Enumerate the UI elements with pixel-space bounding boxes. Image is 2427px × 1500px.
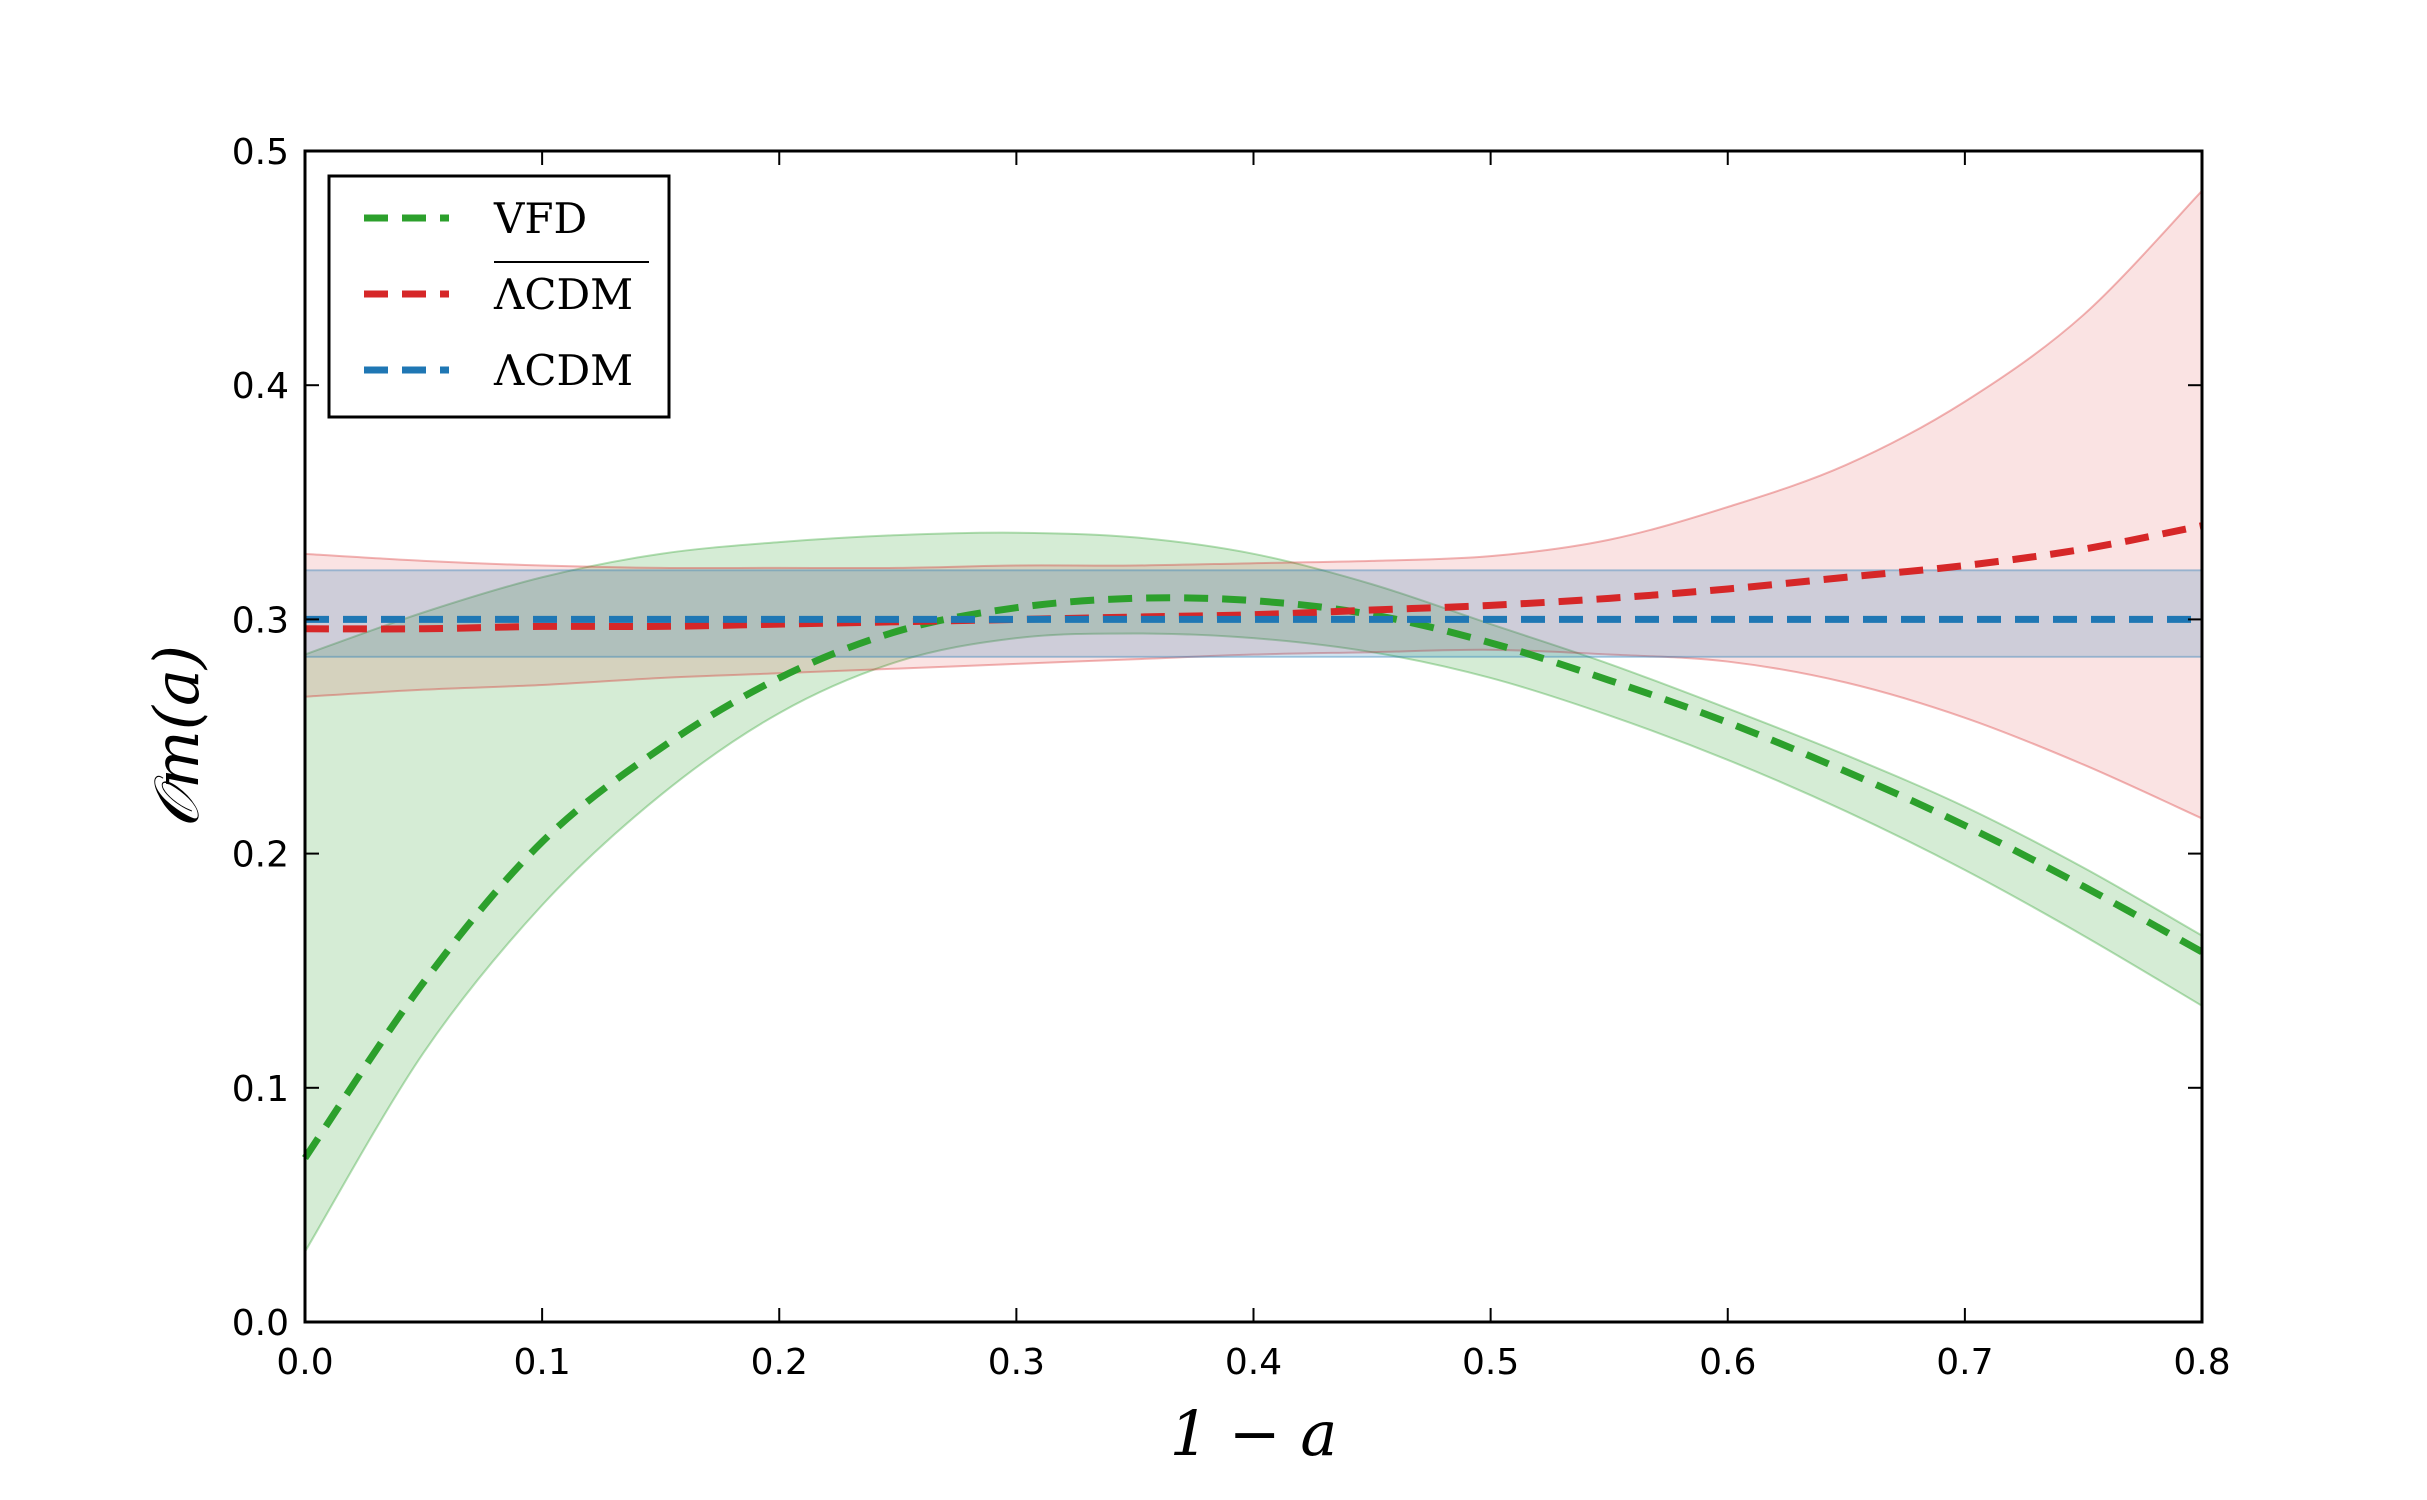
y-tick-label: 0.1 [232, 1069, 289, 1110]
x-tick-label: 0.8 [2173, 1342, 2230, 1383]
x-tick-label: 0.5 [1462, 1342, 1519, 1383]
band-lcdm-bar [304, 188, 2203, 821]
x-tick-label: 0.3 [988, 1342, 1045, 1383]
series-lines [302, 522, 2204, 1161]
band-lcdm [304, 569, 2203, 658]
plot-frame [303, 149, 2204, 1324]
x-tick-label: 0.1 [513, 1342, 570, 1383]
y-tick-label: 0.3 [232, 600, 289, 641]
y-tick-label: 0.5 [232, 132, 289, 173]
x-tick-label: 0.6 [1699, 1342, 1756, 1383]
y-axis-label: 𝒪m(a) [140, 645, 213, 828]
legend-label: ΛCDM [493, 346, 633, 395]
y-tick-labels: 0.0 0.1 0.2 0.3 0.4 0.5 [232, 132, 289, 1344]
x-tick-label: 0.4 [1225, 1342, 1282, 1383]
x-tick-labels: 0.0 0.1 0.2 0.3 0.4 0.5 0.6 0.7 0.8 [276, 1342, 2230, 1383]
x-tick-label: 0.2 [751, 1342, 808, 1383]
legend: VFD ΛCDM ΛCDM [327, 174, 671, 419]
x-tick-label: 0.7 [1936, 1342, 1993, 1383]
series-line-vfd [302, 594, 2204, 1161]
legend-label: VFD [493, 194, 587, 243]
y-tick-label: 0.2 [232, 835, 289, 876]
series-line-lcdm-bar [304, 522, 2203, 633]
y-tick-label: 0.0 [232, 1303, 289, 1344]
y-tick-label: 0.4 [232, 366, 289, 407]
legend-label: ΛCDM [493, 270, 633, 319]
x-axis-label: 1 − a [1170, 1397, 1338, 1470]
x-tick-label: 0.0 [276, 1342, 333, 1383]
band-vfd [304, 531, 2203, 1256]
